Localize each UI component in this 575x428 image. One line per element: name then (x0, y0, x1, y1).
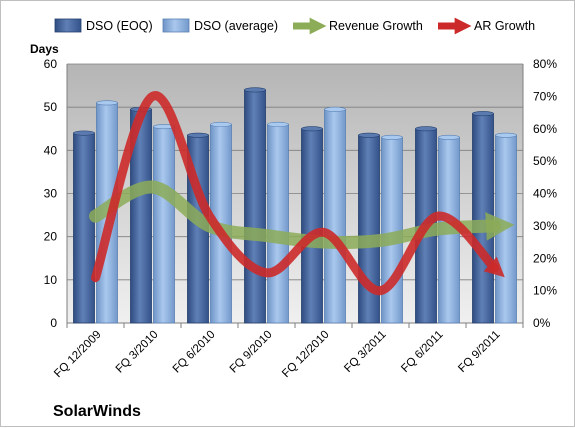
bar-dso-eoq-cap (473, 111, 494, 115)
bar-dso-eoq-cap (245, 88, 266, 92)
bar-dso-eoq-cap (302, 127, 323, 131)
legend-dso-eoq-swatch (55, 19, 81, 32)
x-category-label: FQ 3/2011 (342, 329, 388, 375)
bar-dso-average (382, 137, 403, 323)
y-right-tick-label: 70% (533, 89, 557, 103)
bar-dso-average (154, 127, 175, 323)
y-right-tick-label: 0% (533, 316, 551, 330)
x-category-label: FQ 3/2010 (114, 329, 161, 376)
legend-dso-eoq-label: DSO (EOQ) (86, 19, 153, 33)
y-right-tick-label: 50% (533, 154, 557, 168)
bar-dso-eoq (245, 90, 266, 323)
legend-dso-average-label: DSO (average) (194, 19, 278, 33)
bar-dso-eoq (473, 114, 494, 323)
x-category-label: FQ 6/2011 (399, 329, 445, 375)
legend-dso-average-swatch (163, 19, 189, 32)
bar-dso-average-cap (496, 133, 517, 137)
bar-dso-eoq (302, 129, 323, 323)
bar-dso-eoq (74, 133, 95, 323)
bar-dso-eoq-cap (74, 131, 95, 135)
y-right-tick-label: 80% (533, 57, 557, 71)
y-right-tick-label: 20% (533, 251, 557, 265)
x-category-label: FQ 9/2010 (228, 329, 275, 376)
y-left-tick-label: 30 (44, 187, 58, 201)
y-left-tick-label: 50 (44, 100, 58, 114)
y-right-tick-label: 60% (533, 122, 557, 136)
bar-dso-eoq-cap (188, 133, 209, 137)
bar-dso-eoq-cap (359, 133, 380, 137)
legend-ar-growth-label: AR Growth (474, 19, 535, 33)
bar-dso-average-cap (325, 107, 346, 111)
y-left-tick-label: 10 (44, 273, 58, 287)
y-left-tick-label: 20 (44, 230, 58, 244)
bar-dso-average (268, 124, 289, 323)
company-label: SolarWinds (53, 403, 141, 420)
x-category-label: FQ 9/2011 (456, 329, 502, 375)
bar-dso-average-cap (382, 135, 403, 139)
bar-dso-average-cap (97, 101, 118, 105)
bar-dso-average-cap (268, 122, 289, 126)
x-category-label: FQ 12/2009 (52, 329, 103, 380)
y-left-tick-label: 60 (44, 57, 58, 71)
y-right-tick-label: 10% (533, 284, 557, 298)
legend-revenue-growth-label: Revenue Growth (329, 19, 423, 33)
x-category-label: FQ 12/2010 (280, 329, 331, 380)
y-right-tick-label: 30% (533, 219, 557, 233)
y-right-tick-label: 40% (533, 187, 557, 201)
y-left-tick-label: 0 (50, 316, 57, 330)
bar-dso-average (325, 109, 346, 323)
bar-dso-average-cap (439, 135, 460, 139)
x-category-label: FQ 6/2010 (171, 329, 218, 376)
y-left-axis-title: Days (30, 42, 59, 56)
bar-dso-average-cap (211, 122, 232, 126)
y-left-tick-label: 40 (44, 143, 58, 157)
bar-dso-eoq-cap (416, 127, 437, 131)
